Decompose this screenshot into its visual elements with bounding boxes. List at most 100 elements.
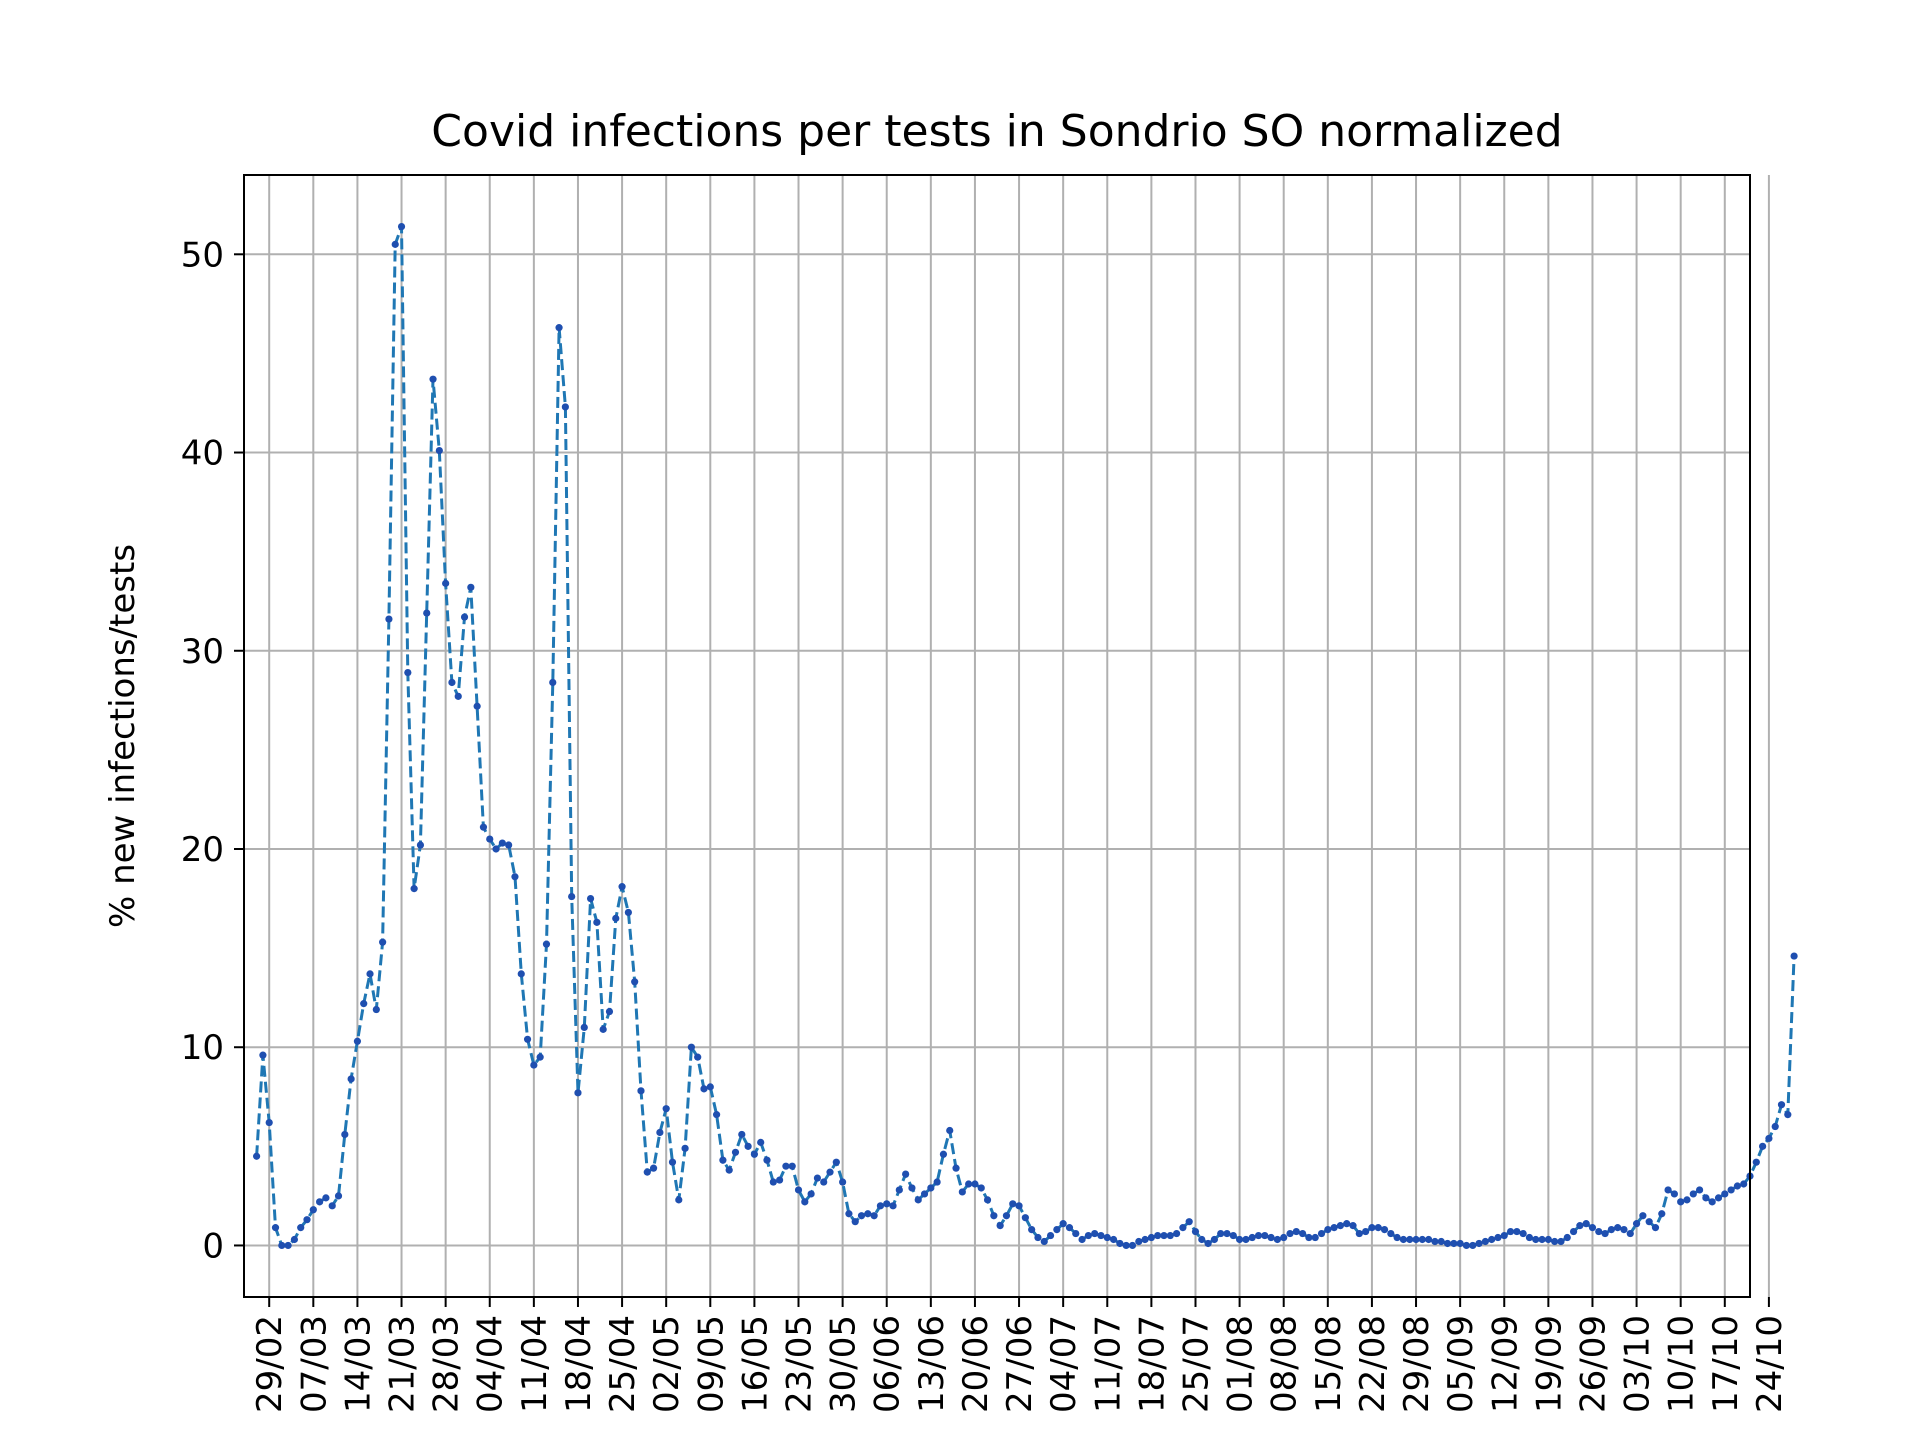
data-point [1292,1227,1300,1236]
x-axis: 29/02 07/03 14/03 21/03 28/03 04/04 11/04 18/04… [250,1297,1790,1413]
data-point [845,1210,853,1218]
data-point [1374,1224,1382,1232]
data-point [561,403,569,411]
data-point [958,1188,966,1196]
data-point [1708,1198,1716,1206]
data-point [1380,1226,1389,1234]
data-point [1135,1237,1143,1246]
data-point [731,1148,740,1156]
data-point [1406,1235,1414,1244]
data-point [1065,1224,1074,1232]
data-point [1525,1233,1534,1242]
data-point [404,668,412,677]
data-point [467,583,475,591]
data-point [1248,1233,1256,1242]
data-point [1235,1235,1244,1244]
data-point [902,1170,910,1178]
data-point [574,1089,582,1097]
data-point [996,1222,1004,1230]
data-point [1040,1237,1048,1246]
data-point [750,1150,759,1158]
data-point [1607,1226,1615,1234]
y-tick-label: 40 [181,434,224,474]
data-point [492,845,500,853]
data-point [517,970,525,978]
data-point [807,1190,815,1198]
x-tick-label: 06/06 [868,1315,908,1413]
data-point [473,702,481,710]
data-point [763,1156,771,1164]
y-tick-label: 50 [181,235,224,275]
data-point [1651,1224,1660,1232]
data-point [668,1158,677,1166]
data-point [662,1105,670,1113]
data-point [366,970,374,978]
data-point [1305,1233,1313,1242]
data-point [347,1075,355,1083]
data-point [1500,1231,1508,1240]
data-point [1141,1235,1149,1244]
data-point [1481,1237,1489,1246]
data-point [1784,1111,1792,1119]
data-point [435,446,443,455]
x-tick-label: 01/08 [1221,1315,1261,1413]
x-tick-label: 19/09 [1529,1315,1569,1413]
data-point [1683,1196,1691,1204]
data-point [416,841,425,849]
data-point [334,1192,343,1200]
x-tick-label: 22/08 [1353,1315,1393,1413]
data-point [511,873,519,881]
x-tick-label: 11/04 [515,1315,555,1413]
data-point [1355,1229,1363,1238]
data-point [341,1130,349,1139]
data-point [1185,1218,1193,1226]
x-tick-label: 02/05 [647,1315,687,1413]
data-point [1639,1212,1647,1220]
x-tick-label: 16/05 [735,1315,775,1413]
y-axis: 0 10 20 30 40 50 [181,235,244,1266]
data-point [1097,1231,1105,1240]
data-point [687,1043,695,1051]
data-point [549,678,557,687]
data-point [870,1212,878,1220]
data-point [1462,1241,1471,1250]
data-point [297,1224,305,1232]
data-point [1456,1239,1464,1248]
data-point [1702,1194,1710,1202]
data-point [1488,1235,1496,1244]
data-point [1450,1239,1458,1248]
data-point [1576,1222,1584,1230]
data-point [372,1005,380,1014]
data-point [637,1087,645,1095]
data-point [1632,1220,1641,1228]
x-tick-label: 09/05 [691,1315,731,1413]
data-point [429,375,437,383]
data-point [1034,1233,1042,1242]
data-point [391,240,399,248]
data-point [712,1111,721,1119]
data-point [681,1144,689,1152]
data-point [1714,1194,1723,1202]
x-tick-label: 23/05 [780,1315,820,1413]
data-point [410,885,418,893]
data-point [486,835,494,843]
data-point [1443,1239,1452,1248]
data-point [1721,1190,1729,1198]
data-point [1601,1229,1609,1238]
data-point [290,1235,299,1244]
y-tick-label: 30 [181,632,224,672]
data-point [1532,1235,1540,1244]
data-point [253,1152,261,1160]
data-point [1122,1241,1130,1250]
x-tick-label: 04/04 [471,1315,511,1413]
data-point [1437,1237,1445,1246]
data-point [1677,1198,1685,1206]
data-point [1695,1186,1704,1194]
data-point [1267,1233,1275,1242]
x-tick-label: 12/09 [1485,1315,1525,1413]
x-tick-label: 17/10 [1706,1315,1746,1413]
data-point [1198,1235,1206,1244]
y-tick-label: 10 [181,1028,224,1068]
data-point [1740,1180,1748,1188]
x-tick-label: 13/06 [912,1315,952,1413]
